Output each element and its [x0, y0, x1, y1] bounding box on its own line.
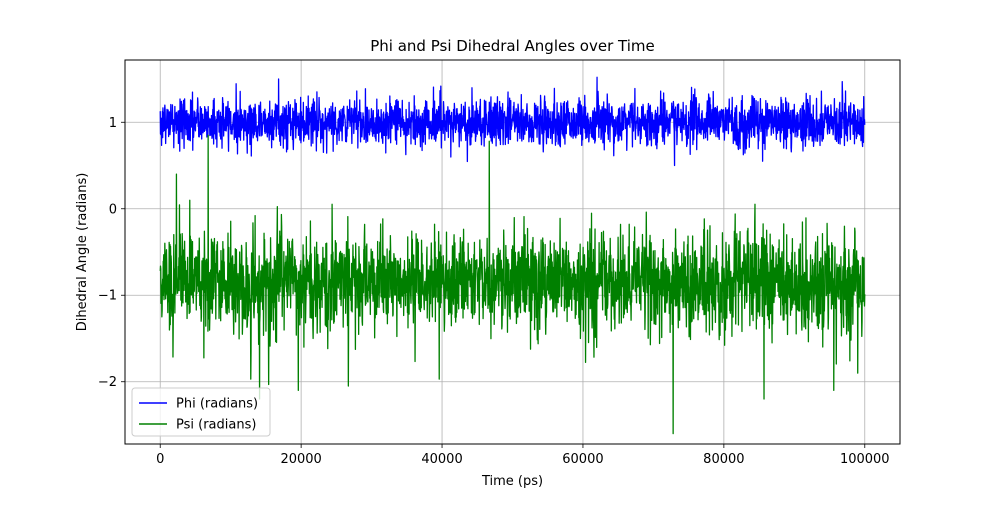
x-tick-label: 0: [156, 452, 164, 467]
x-tick-label: 20000: [280, 452, 321, 467]
x-tick-label: 60000: [562, 452, 603, 467]
y-axis-label: Dihedral Angle (radians): [75, 173, 90, 332]
x-tick-label: 40000: [421, 452, 462, 467]
y-tick-label: −1: [98, 289, 117, 304]
y-tick-label: 1: [109, 116, 117, 131]
ticks: 0 20000 40000 60000 80000 100000 1 0 −1 −2: [98, 116, 890, 467]
plot-frame: [124, 59, 901, 445]
legend: Phi (radians) Psi (radians): [131, 387, 271, 437]
x-axis-label: Time (ps): [481, 474, 543, 489]
chart-title: Phi and Psi Dihedral Angles over Time: [370, 37, 654, 55]
y-tick-label: 0: [109, 202, 117, 217]
y-tick-label: −2: [98, 375, 117, 390]
x-tick-label: 80000: [703, 452, 744, 467]
legend-phi-label: Phi (radians): [176, 397, 258, 412]
x-tick-label: 100000: [840, 452, 890, 467]
legend-psi-label: Psi (radians): [176, 418, 256, 433]
series-line-psi: [159, 134, 866, 435]
series-layer: [159, 76, 866, 435]
series-line-phi: [159, 76, 866, 167]
